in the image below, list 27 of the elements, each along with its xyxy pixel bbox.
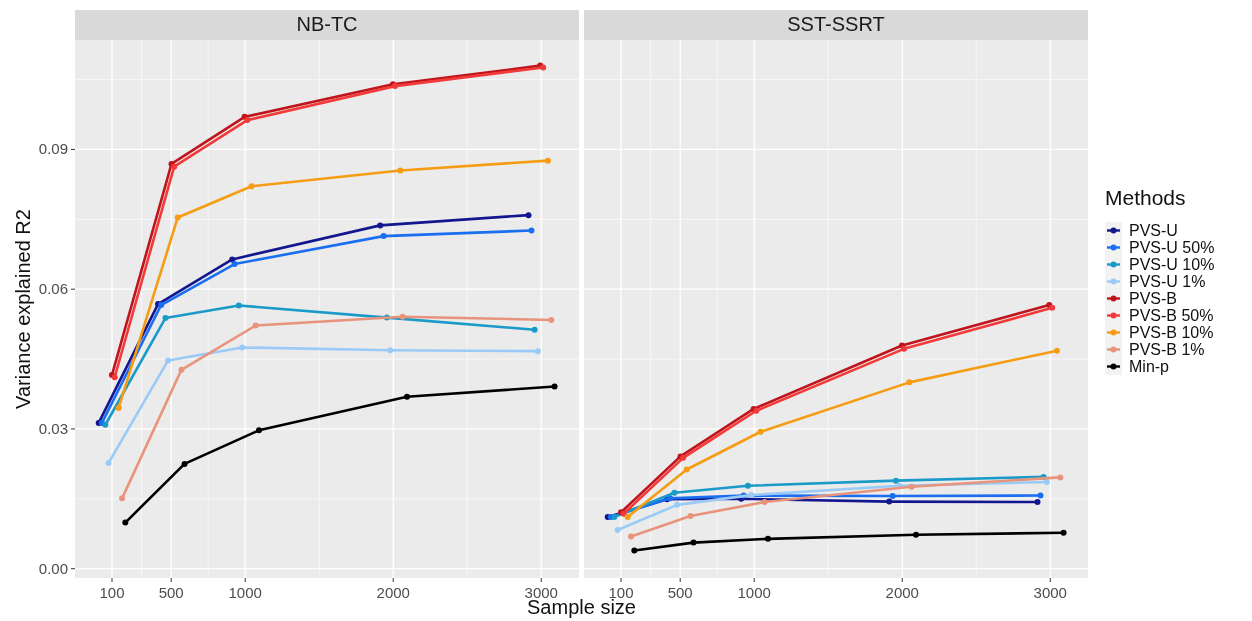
legend-label: PVS-B 10% (1129, 324, 1214, 341)
y-tick-label: 0.03 (38, 419, 68, 437)
x-tick-label: 500 (667, 584, 693, 601)
legend-label: Min-p (1129, 358, 1170, 375)
y-tick-label: 0.00 (38, 559, 68, 577)
x-tick-label: 1000 (228, 584, 262, 601)
legend-label: PVS-B (1129, 290, 1178, 307)
x-tick-label: 2000 (885, 584, 919, 601)
x-tick-label: 100 (608, 584, 634, 601)
x-tick-label: 100 (99, 584, 125, 601)
chart-title: SST-SSRT (787, 13, 885, 35)
legend-label: PVS-U 10% (1129, 256, 1215, 273)
legend-label: PVS-U 50% (1129, 239, 1215, 256)
y-tick-label: 0.09 (38, 140, 68, 158)
legend-label: PVS-B 1% (1129, 341, 1205, 358)
x-tick-label: 1000 (737, 584, 771, 601)
y-tick-label: 0.06 (38, 280, 68, 298)
legend-label: PVS-U (1129, 222, 1178, 239)
x-tick-label: 3000 (524, 584, 558, 601)
legend-label: PVS-B 50% (1129, 307, 1214, 324)
x-tick-label: 3000 (1033, 584, 1067, 601)
x-tick-label: 2000 (376, 584, 410, 601)
chart-title: NB-TC (296, 13, 358, 35)
legend-label: PVS-U 1% (1129, 273, 1206, 290)
legend-title: Methods (1105, 186, 1186, 209)
y-axis-title: Variance explained R2 (12, 209, 34, 409)
x-tick-label: 500 (158, 584, 184, 601)
